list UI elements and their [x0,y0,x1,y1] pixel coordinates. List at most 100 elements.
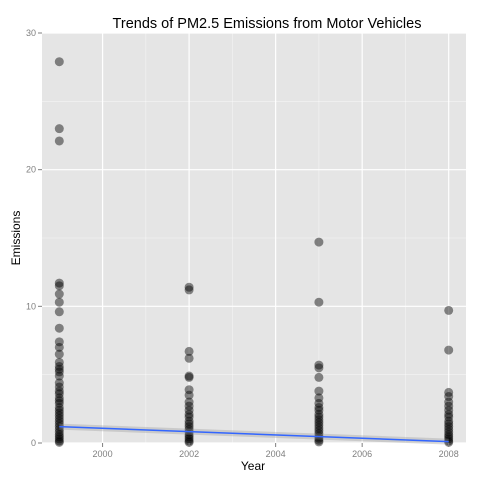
grid-lines [42,32,466,444]
chart-title: Trends of PM2.5 Emissions from Motor Veh… [113,16,422,32]
data-point [444,401,454,411]
data-point [314,412,324,422]
data-point [54,361,64,371]
data-point [54,278,64,288]
y-axis-label: Emissions [9,211,23,266]
data-point [184,285,194,295]
y-tick-label: 20 [26,165,36,175]
data-point [444,405,454,415]
data-point [54,408,64,418]
data-point [54,416,64,426]
data-point [444,430,454,440]
data-point [54,393,64,403]
data-point [54,337,64,347]
data-point [54,367,64,377]
y-tick-label: 10 [26,301,36,311]
data-point [184,405,194,415]
data-point [184,353,194,363]
data-point [444,305,454,315]
data-point [54,307,64,317]
data-point [54,371,64,381]
x-tick-label: 2002 [179,449,199,459]
data-point [54,281,64,291]
data-point [314,402,324,412]
data-point [54,430,64,440]
trend-line-path [59,425,449,443]
data-point [314,409,324,419]
data-point [184,412,194,422]
x-tick-label: 2000 [93,449,113,459]
data-point [444,424,454,434]
data-point [184,422,194,432]
data-point [54,57,64,67]
data-point [314,423,324,433]
data-point [444,416,454,426]
data-point [314,237,324,247]
data-point [54,349,64,359]
data-point [54,364,64,374]
data-point [184,430,194,440]
data-point [314,297,324,307]
data-point [54,434,64,444]
data-point [54,411,64,421]
data-point [314,363,324,373]
data-point [314,372,324,382]
data-point [444,422,454,432]
y-tick-label: 30 [26,28,36,38]
data-point [54,432,64,442]
data-point [444,419,454,429]
data-point [314,405,324,415]
data-point [54,378,64,388]
data-point [444,392,454,402]
data-point [54,136,64,146]
data-point [184,437,194,447]
data-point [314,437,324,447]
data-point [314,360,324,370]
data-point [314,415,324,425]
data-point [444,345,454,355]
data-point [54,386,64,396]
data-point [54,396,64,406]
data-point [184,436,194,446]
data-point [54,342,64,352]
data-point [184,346,194,356]
data-point [184,409,194,419]
y-axis: 0 10 20 30 [26,28,42,448]
data-point [314,386,324,396]
data-point [184,401,194,411]
data-point [444,387,454,397]
data-point [184,390,194,400]
y-tick-label: 0 [31,438,36,448]
data-point [444,437,454,447]
x-tick-label: 2004 [266,449,286,459]
data-point [314,428,324,438]
data-point [314,420,324,430]
data-point [54,436,64,446]
data-point [54,382,64,392]
data-point [54,427,64,437]
data-point [54,413,64,423]
data-point [314,398,324,408]
x-tick-label: 2006 [352,449,372,459]
data-point [314,435,324,445]
data-point [54,398,64,408]
data-point [184,419,194,429]
data-point [444,397,454,407]
data-point [54,402,64,412]
data-point [444,409,454,419]
data-point [444,412,454,422]
x-axis: 2000 2002 2004 2006 2008 [93,443,459,459]
data-point [184,385,194,395]
data-point [184,397,194,407]
data-point [54,437,64,447]
data-point [184,434,194,444]
data-point [54,357,64,367]
data-point [54,124,64,134]
data-point [184,432,194,442]
trend-line [59,423,449,445]
data-point [54,289,64,299]
data-point [444,432,454,442]
data-point [184,282,194,292]
x-tick-label: 2008 [439,449,459,459]
